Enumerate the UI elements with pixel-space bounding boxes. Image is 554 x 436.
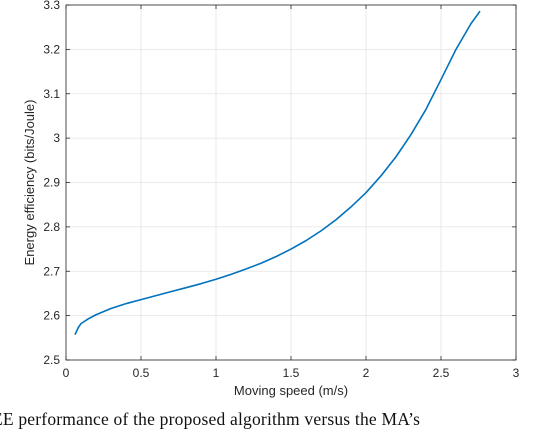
y-axis-label: Energy efficiency (bits/Joule)	[22, 100, 37, 266]
figure-caption: EE performance of the proposed algorithm…	[0, 409, 421, 429]
x-tick-label: 0.5	[133, 366, 150, 380]
line-chart: 0 0.5 1 1.5 2 2.5 3 2.5 2.6 2.7 2.8 2.9 3 3.1 3.2 3.3 M…	[22, 0, 520, 398]
y-tick-label: 3.3	[43, 0, 60, 12]
y-tick-label: 2.8	[43, 220, 60, 234]
x-axis-label: Moving speed (m/s)	[234, 383, 348, 398]
axis-ticks: 0 0.5 1 1.5 2 2.5 3 2.5 2.6 2.7 2.8 2.9 3 3.1 3.2 3.3	[43, 0, 519, 380]
series-group	[74, 10, 481, 336]
y-tick-label: 3.1	[43, 87, 60, 101]
x-tick-label: 1.5	[283, 366, 300, 380]
x-tick-label: 2	[363, 366, 370, 380]
grid-lines	[65, 4, 517, 361]
y-tick-label: 2.7	[43, 264, 60, 278]
y-tick-label: 2.5	[43, 353, 60, 367]
x-tick-label: 1	[213, 366, 220, 380]
x-tick-label: 3	[513, 366, 520, 380]
series-line	[74, 10, 481, 336]
y-tick-label: 3.2	[43, 42, 60, 56]
y-tick-label: 2.9	[43, 176, 60, 190]
y-tick-label: 2.6	[43, 309, 60, 323]
y-tick-label: 3	[53, 131, 60, 145]
x-tick-label: 2.5	[433, 366, 450, 380]
x-tick-label: 0	[63, 366, 70, 380]
